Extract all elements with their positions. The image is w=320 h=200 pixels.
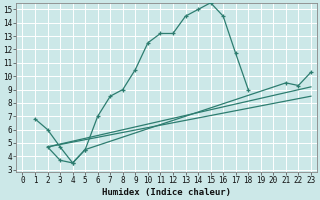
X-axis label: Humidex (Indice chaleur): Humidex (Indice chaleur)	[102, 188, 231, 197]
